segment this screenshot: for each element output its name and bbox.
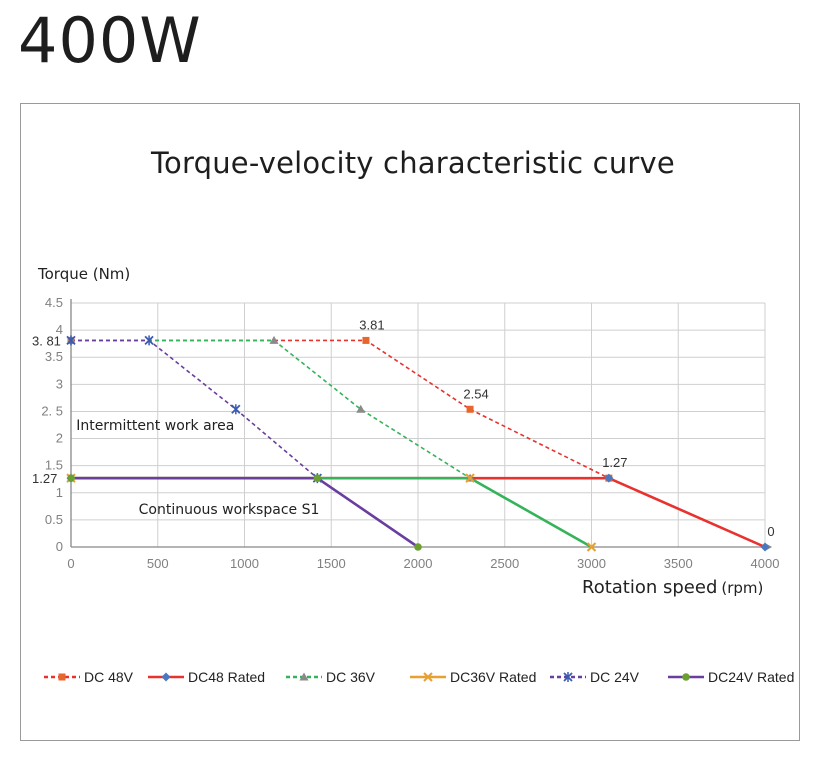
legend-label: DC48 Rated xyxy=(188,669,265,685)
series-line-2 xyxy=(71,339,471,479)
legend-swatch-marker xyxy=(563,672,573,682)
y-axis-title: Torque (Nm) xyxy=(37,265,130,283)
x-tick-label: 1000 xyxy=(230,556,259,571)
legend-label: DC 36V xyxy=(326,669,376,685)
chart-title: Torque-velocity characteristic curve xyxy=(151,146,675,180)
x-axis-title: Rotation speed (rpm) xyxy=(582,577,763,598)
x-tick-label: 3500 xyxy=(664,556,693,571)
area-annotation: Continuous workspace S1 xyxy=(139,502,320,518)
y-tick-label: 3 xyxy=(56,376,63,391)
y-marker-label: 1.27 xyxy=(32,471,57,486)
legend-swatch-marker xyxy=(682,673,690,681)
legend-swatch-marker xyxy=(299,672,309,681)
legend-swatch-marker xyxy=(58,673,66,681)
axes: 0 500 1000 1500 2000 2500 3000 3500 4000 0 0.5 1 1.5… xyxy=(32,265,779,598)
data-point xyxy=(66,335,76,346)
legend-item: DC 48V xyxy=(44,669,134,685)
series-line-0 xyxy=(71,339,610,479)
y-marker-label: 3. 81 xyxy=(32,333,61,348)
data-point xyxy=(604,473,614,483)
point-value-label: 0 xyxy=(767,524,774,539)
x-tick-label: 4000 xyxy=(751,556,780,571)
area-annotation: Intermittent work area xyxy=(76,418,234,434)
x-tick-label: 500 xyxy=(147,556,169,571)
y-tick-label: 2. 5 xyxy=(41,403,63,418)
data-point xyxy=(356,404,366,413)
y-tick-label: 0.5 xyxy=(45,512,63,527)
data-point xyxy=(67,474,75,482)
legend-item: DC 36V xyxy=(286,669,376,685)
data-point xyxy=(586,542,597,552)
legend-swatch-marker xyxy=(423,672,433,682)
data-point xyxy=(465,473,475,483)
legend-label: DC 48V xyxy=(84,669,134,685)
legend-label: DC 24V xyxy=(590,669,640,685)
series-line-4 xyxy=(71,339,318,479)
series-layer xyxy=(66,335,770,552)
x-tick-label: 3000 xyxy=(577,556,606,571)
legend-item: DC36V Rated xyxy=(410,669,536,685)
legend-item: DC 24V xyxy=(550,669,640,685)
page-title: 400W xyxy=(18,4,202,77)
data-point xyxy=(144,335,154,346)
legend-swatch-marker xyxy=(161,672,171,682)
y-tick-label: 4 xyxy=(56,322,63,337)
legend-label: DC36V Rated xyxy=(450,669,536,685)
grid xyxy=(71,302,766,547)
y-tick-label: 0 xyxy=(56,539,63,554)
point-value-label: 1.27 xyxy=(602,455,627,470)
data-point xyxy=(760,542,770,552)
y-tick-label: 4.5 xyxy=(45,295,63,310)
legend-label: DC24V Rated xyxy=(708,669,794,685)
y-tick-label: 1 xyxy=(56,485,63,500)
legend: DC 48V DC48 Rated DC 36V DC36V Rated DC 24V D… xyxy=(44,669,794,685)
x-tick-label: 2500 xyxy=(490,556,519,571)
point-value-label: 2.54 xyxy=(463,386,488,401)
data-point xyxy=(269,335,279,344)
chart-frame xyxy=(20,103,800,741)
data-point xyxy=(466,405,474,413)
data-point xyxy=(231,404,241,415)
labels: 3.81 2.54 1.27 0 Intermittent work area Conti… xyxy=(76,317,774,539)
x-tick-label: 0 xyxy=(67,556,74,571)
y-tick-label: 3.5 xyxy=(45,349,63,364)
data-point xyxy=(362,336,370,344)
point-value-label: 3.81 xyxy=(359,317,384,332)
y-tick-label: 1.5 xyxy=(45,458,63,473)
legend-item: DC48 Rated xyxy=(148,669,265,685)
y-tick-label: 2 xyxy=(56,431,63,446)
x-tick-label: 1500 xyxy=(317,556,346,571)
data-point xyxy=(414,543,422,551)
legend-item: DC24V Rated xyxy=(668,669,794,685)
x-tick-label: 2000 xyxy=(404,556,433,571)
data-point xyxy=(313,474,322,482)
